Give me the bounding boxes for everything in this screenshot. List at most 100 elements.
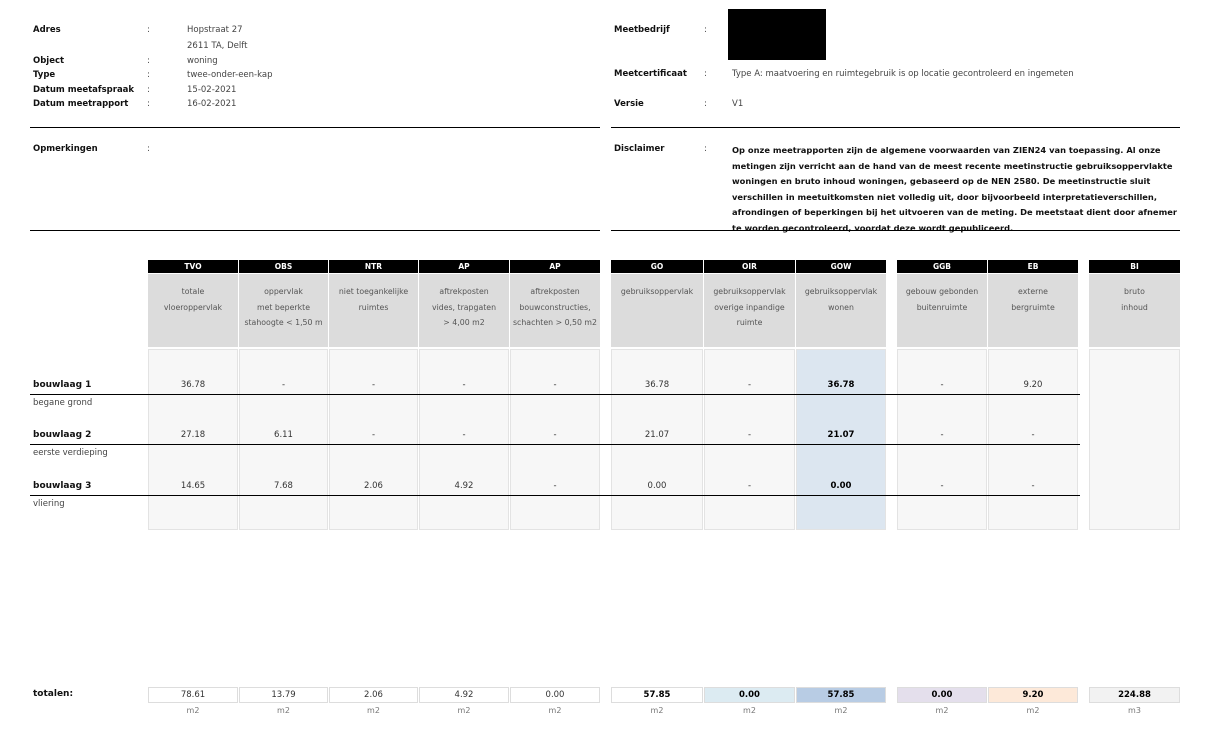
column-description: aftrekposten vides, trapgaten > 4,00 m2 bbox=[419, 274, 509, 347]
table-cell: - bbox=[1031, 481, 1035, 491]
table-cell: 21.07 bbox=[827, 430, 855, 440]
column-body bbox=[419, 349, 509, 530]
table-cell: - bbox=[462, 380, 466, 390]
column-description: gebruiksoppervlak overige inpandige ruim… bbox=[704, 274, 795, 347]
unit-label: m2 bbox=[186, 706, 200, 715]
table-cell: - bbox=[940, 481, 944, 491]
table-cell: - bbox=[1031, 430, 1035, 440]
info-value: woning bbox=[187, 55, 218, 66]
info-label: Adres bbox=[33, 25, 61, 35]
column-description: gebruiksoppervlak bbox=[611, 274, 703, 347]
column-description: externe bergruimte bbox=[988, 274, 1078, 347]
column-body bbox=[329, 349, 418, 530]
column-description: bruto inhoud bbox=[1089, 274, 1180, 347]
totals-label: totalen: bbox=[33, 689, 74, 699]
total-value: 2.06 bbox=[329, 687, 418, 703]
disclaimer-text: Op onze meetrapporten zijn de algemene v… bbox=[732, 145, 1177, 233]
divider bbox=[611, 127, 1180, 128]
versie-value: V1 bbox=[732, 99, 744, 109]
column-description: gebruiksoppervlak wonen bbox=[796, 274, 886, 347]
column-body bbox=[704, 349, 795, 530]
info-label: Datum meetafspraak bbox=[33, 84, 135, 95]
table-cell: 4.92 bbox=[454, 481, 474, 491]
column-code: OIR bbox=[704, 260, 795, 273]
colon: : bbox=[704, 144, 707, 154]
divider bbox=[30, 230, 600, 231]
unit-label: m2 bbox=[548, 706, 562, 715]
table-cell: 0.00 bbox=[830, 481, 852, 491]
column-body bbox=[510, 349, 600, 530]
table-cell: 9.20 bbox=[1023, 380, 1043, 390]
table-cell: - bbox=[281, 380, 286, 390]
column-code: GGB bbox=[897, 260, 987, 273]
info-label: Object bbox=[33, 55, 65, 66]
table-cell: 2.06 bbox=[364, 481, 383, 491]
column-description: niet toegankelijke ruimtes bbox=[329, 274, 418, 347]
info-value: 2611 TA, Delft bbox=[187, 41, 248, 51]
table-cell: - bbox=[747, 481, 752, 491]
colon: : bbox=[147, 84, 150, 95]
colon: : bbox=[147, 99, 150, 109]
column-code: OBS bbox=[239, 260, 328, 273]
unit-label: m2 bbox=[457, 706, 471, 715]
table-cell: - bbox=[553, 430, 557, 440]
total-value: 13.79 bbox=[239, 687, 328, 703]
colon: : bbox=[147, 144, 150, 154]
column-code: EB bbox=[988, 260, 1078, 273]
table-cell: - bbox=[371, 380, 376, 390]
column-code: TVO bbox=[148, 260, 238, 273]
table-cell: - bbox=[747, 380, 752, 390]
total-value: 9.20 bbox=[988, 687, 1078, 703]
row-sublabel: eerste verdieping bbox=[33, 448, 108, 458]
table-cell: 7.68 bbox=[274, 481, 293, 491]
colon: : bbox=[704, 99, 707, 109]
table-cell: 27.18 bbox=[180, 430, 206, 440]
unit-label: m2 bbox=[367, 706, 380, 715]
unit-label: m2 bbox=[1026, 706, 1040, 715]
total-value: 224.88 bbox=[1089, 687, 1180, 703]
divider bbox=[30, 127, 600, 128]
unit-label: m2 bbox=[834, 706, 848, 715]
column-body bbox=[988, 349, 1078, 530]
meetcertificaat-label: Meetcertificaat bbox=[614, 69, 687, 79]
info-label: Type bbox=[33, 70, 56, 80]
column-code: NTR bbox=[329, 260, 418, 273]
column-code: GO bbox=[611, 260, 703, 273]
info-value: twee-onder-een-kap bbox=[187, 70, 273, 80]
table-cell: - bbox=[371, 430, 376, 440]
row-label: bouwlaag 3 bbox=[33, 481, 92, 491]
total-value: 57.85 bbox=[611, 687, 703, 703]
table-cell: - bbox=[747, 430, 752, 440]
redacted-company-block bbox=[728, 9, 826, 60]
row-divider bbox=[30, 394, 1080, 395]
total-value: 0.00 bbox=[704, 687, 795, 703]
unit-label: m2 bbox=[935, 706, 949, 715]
unit-label: m3 bbox=[1128, 706, 1141, 715]
meetbedrijf-label: Meetbedrijf bbox=[614, 25, 670, 35]
column-code: AP bbox=[419, 260, 509, 273]
table-cell: 21.07 bbox=[644, 430, 670, 440]
info-value: 15-02-2021 bbox=[187, 84, 237, 95]
table-cell: - bbox=[553, 380, 557, 390]
row-divider bbox=[30, 444, 1080, 445]
column-code: AP bbox=[510, 260, 600, 273]
table-cell: - bbox=[940, 380, 944, 390]
total-value: 57.85 bbox=[796, 687, 886, 703]
column-description: gebouw gebonden buitenruimte bbox=[897, 274, 987, 347]
column-description: aftrekposten bouwconstructies, schachten… bbox=[510, 274, 600, 347]
colon: : bbox=[147, 70, 150, 80]
colon: : bbox=[704, 25, 707, 35]
column-body bbox=[796, 349, 886, 530]
colon: : bbox=[147, 25, 150, 35]
column-description: oppervlak met beperkte stahoogte < 1,50 … bbox=[239, 274, 328, 347]
info-value: Hopstraat 27 bbox=[187, 25, 243, 35]
total-value: 0.00 bbox=[510, 687, 600, 703]
unit-label: m2 bbox=[277, 706, 290, 715]
column-code: BI bbox=[1089, 260, 1180, 273]
versie-label: Versie bbox=[614, 99, 644, 109]
opmerkingen-label: Opmerkingen bbox=[33, 144, 98, 154]
table-cell: 36.78 bbox=[827, 380, 855, 390]
column-body bbox=[1089, 349, 1180, 530]
row-sublabel: vliering bbox=[33, 499, 65, 509]
